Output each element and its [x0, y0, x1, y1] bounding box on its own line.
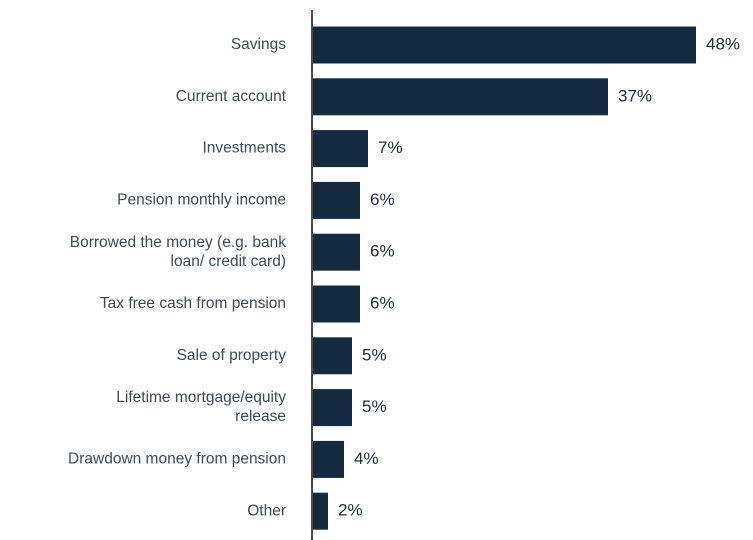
bar-2 — [312, 130, 368, 168]
category-label-0: Savings — [231, 36, 286, 53]
value-label-4: 6% — [370, 242, 395, 261]
category-label-line: Lifetime mortgage/equity — [116, 389, 286, 406]
value-label-8: 4% — [354, 449, 379, 468]
value-label-7: 5% — [362, 397, 387, 416]
category-label-line: Pension monthly income — [117, 191, 286, 208]
category-label-line: Current account — [176, 88, 287, 105]
category-label-1: Current account — [176, 88, 287, 105]
bars — [312, 26, 696, 530]
value-label-2: 7% — [378, 138, 403, 157]
category-label-line: loan/ credit card) — [171, 253, 286, 270]
bar-0 — [312, 26, 696, 64]
category-label-7: Lifetime mortgage/equity release — [116, 389, 286, 425]
value-label-6: 5% — [362, 345, 387, 364]
category-label-line: Borrowed the money (e.g. bank — [70, 234, 287, 251]
category-label-5: Tax free cash from pension — [100, 295, 286, 312]
bar-4 — [312, 233, 360, 271]
bar-8 — [312, 440, 344, 478]
category-label-6: Sale of property — [177, 347, 287, 364]
bar-1 — [312, 78, 608, 116]
category-label-line: Tax free cash from pension — [100, 295, 286, 312]
category-label-3: Pension monthly income — [117, 191, 286, 208]
category-label-2: Investments — [202, 140, 286, 157]
value-label-1: 37% — [618, 86, 652, 105]
value-label-0: 48% — [706, 34, 740, 53]
bar-9 — [312, 492, 328, 530]
value-label-9: 2% — [338, 501, 363, 520]
bar-7 — [312, 389, 352, 427]
bar-3 — [312, 181, 360, 219]
value-label-5: 6% — [370, 293, 395, 312]
category-label-9: Other — [247, 502, 286, 519]
category-label-line: Drawdown money from pension — [68, 450, 286, 467]
bar-6 — [312, 337, 352, 375]
value-labels: 48% 37% 7% 6% 6% 6% 5% 5% 4% 2% — [338, 34, 740, 519]
bar-5 — [312, 285, 360, 323]
category-label-line: Other — [247, 502, 286, 519]
category-label-line: Savings — [231, 36, 286, 53]
category-label-8: Drawdown money from pension — [68, 450, 286, 467]
value-label-3: 6% — [370, 190, 395, 209]
category-label-4: Borrowed the money (e.g. bank loan/ credi… — [70, 234, 287, 270]
category-labels: Savings Current account Investments Pension… — [68, 36, 287, 519]
category-label-line: Investments — [202, 140, 286, 157]
category-label-line: Sale of property — [177, 347, 287, 364]
category-label-line: release — [235, 408, 286, 425]
